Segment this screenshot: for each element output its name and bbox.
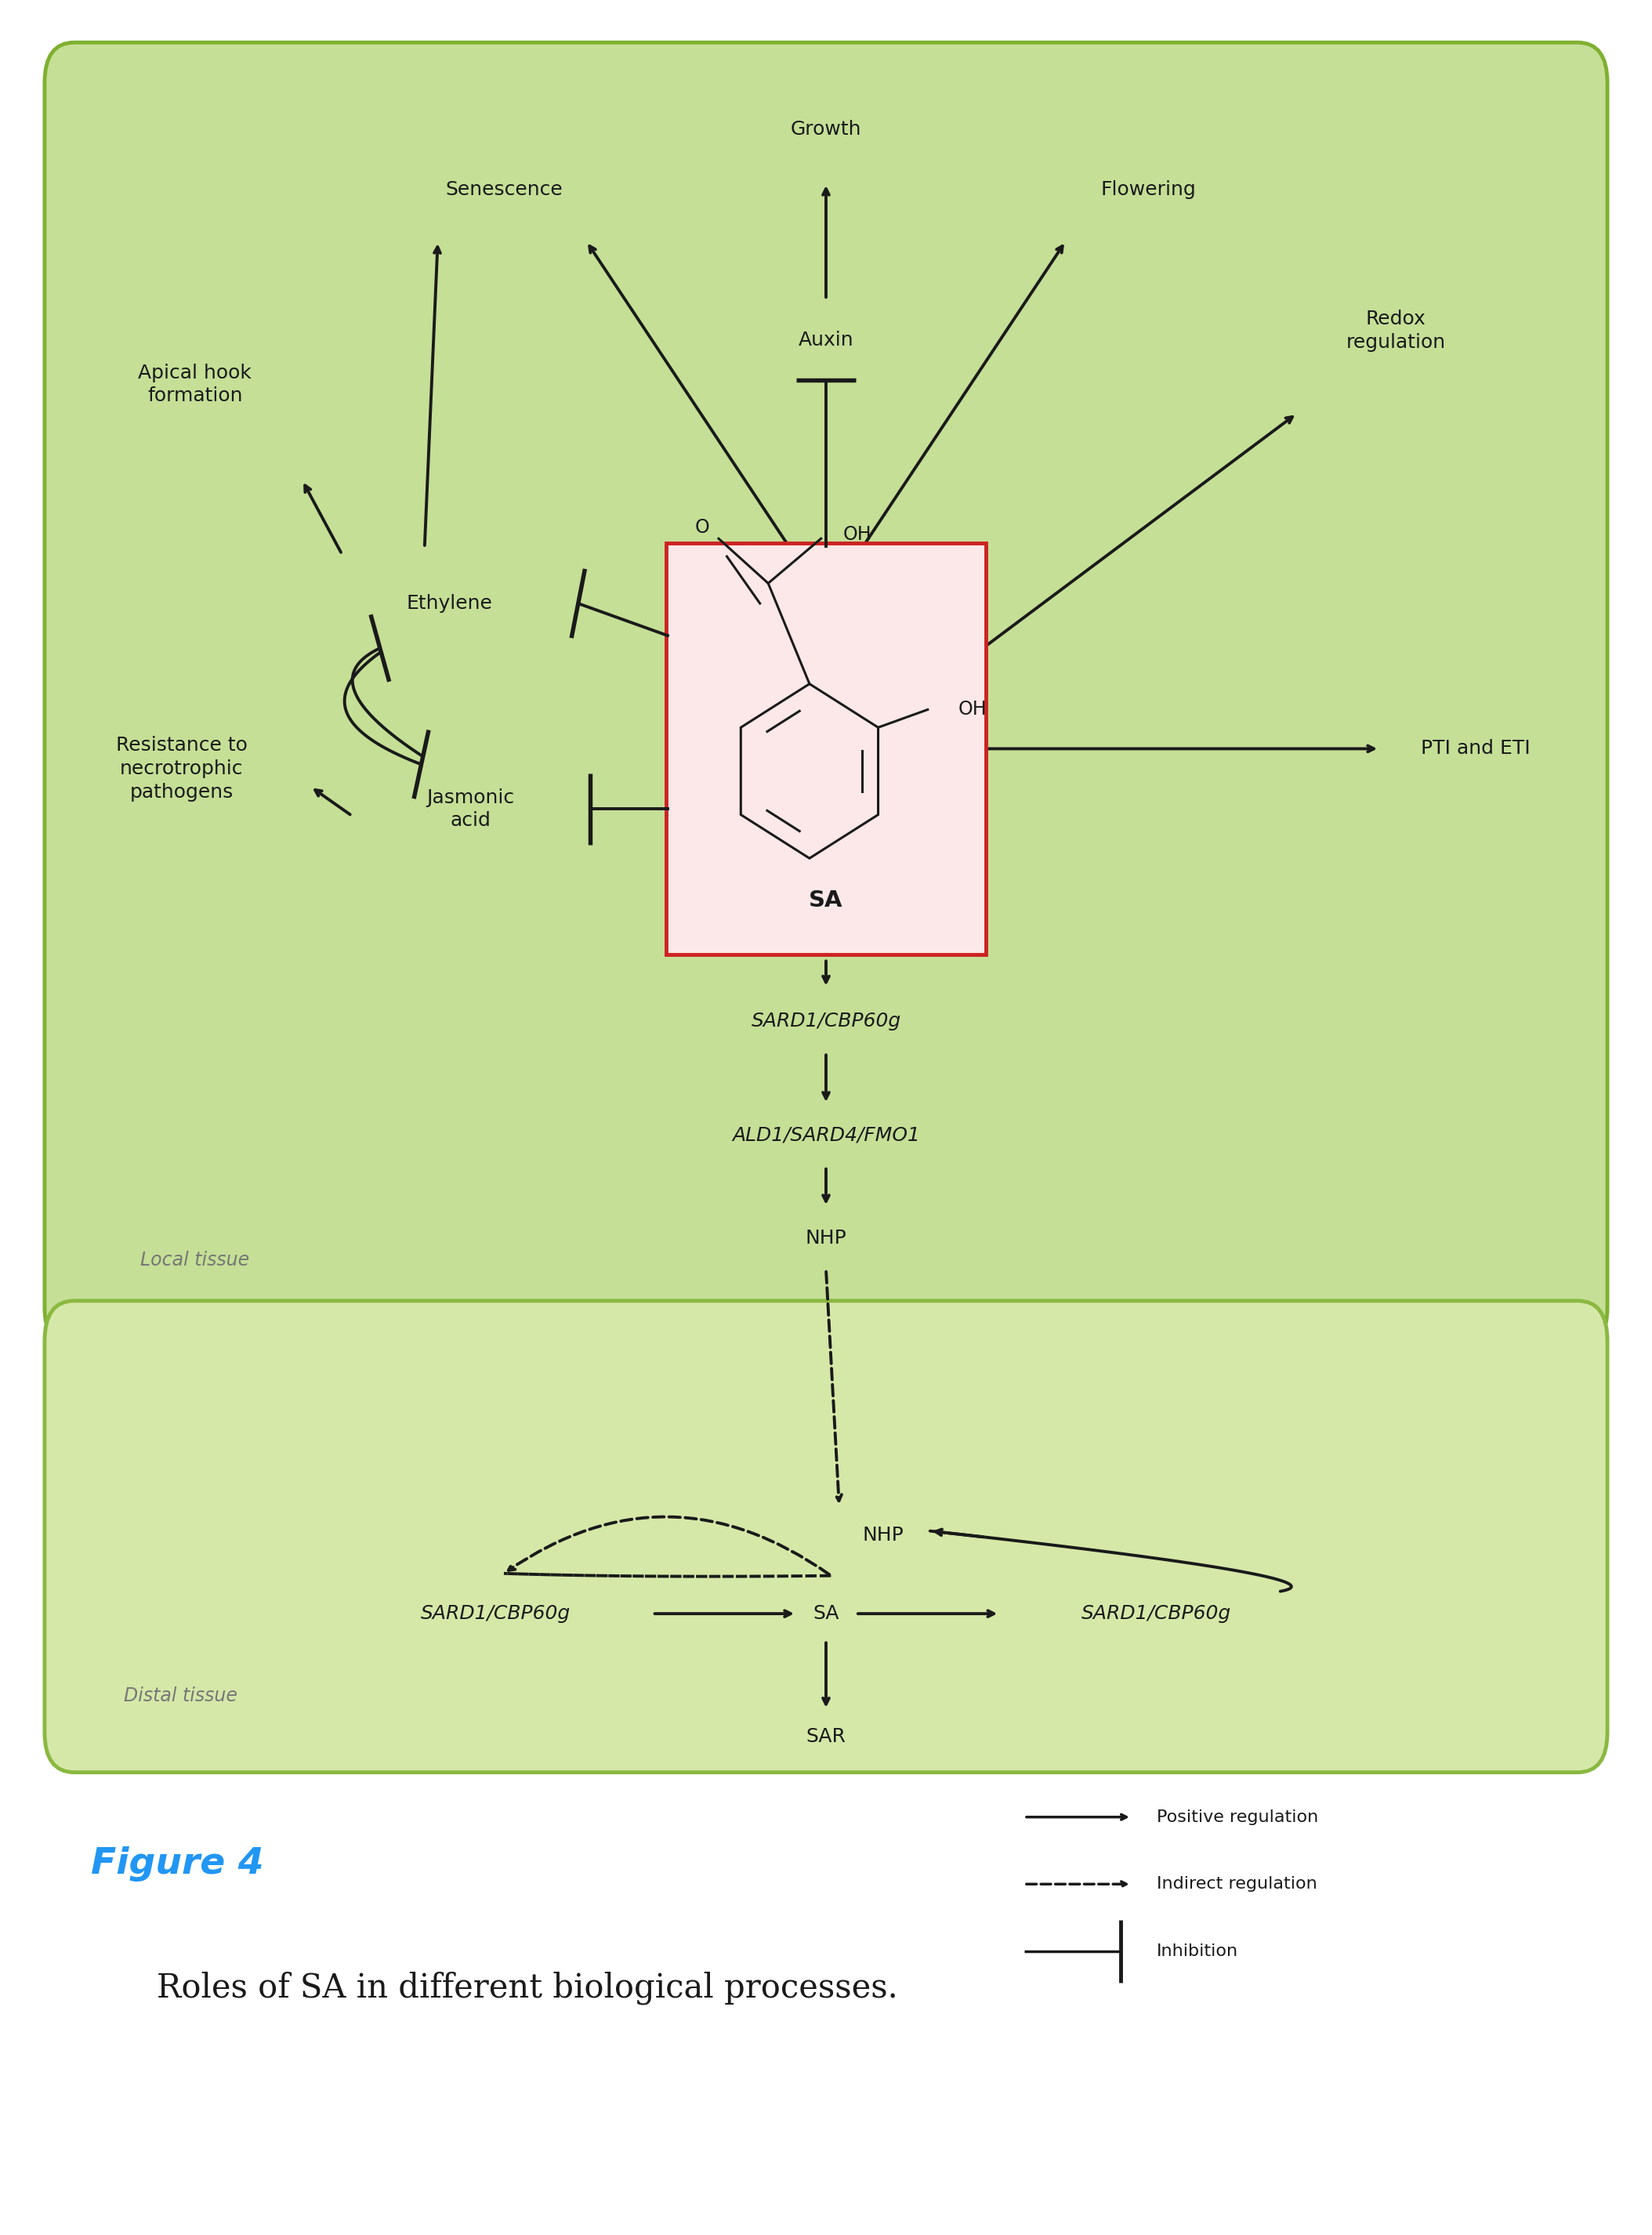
Text: NHP: NHP: [805, 1229, 847, 1247]
Text: SA: SA: [809, 890, 843, 912]
FancyBboxPatch shape: [666, 543, 986, 954]
Text: Indirect regulation: Indirect regulation: [1156, 1875, 1317, 1893]
Text: Positive regulation: Positive regulation: [1156, 1808, 1318, 1826]
Text: Apical hook
formation: Apical hook formation: [139, 364, 251, 405]
Text: Roles of SA in different biological processes.: Roles of SA in different biological proc…: [157, 1971, 899, 2005]
Text: SARD1/CBP60g: SARD1/CBP60g: [421, 1605, 570, 1623]
Text: NHP: NHP: [862, 1527, 904, 1544]
Text: Resistance to
necrotrophic
pathogens: Resistance to necrotrophic pathogens: [116, 735, 248, 802]
Text: Distal tissue: Distal tissue: [124, 1687, 238, 1705]
Text: SARD1/CBP60g: SARD1/CBP60g: [752, 1012, 900, 1030]
Text: Redox
regulation: Redox regulation: [1346, 311, 1446, 351]
Text: SARD1/CBP60g: SARD1/CBP60g: [1082, 1605, 1231, 1623]
Text: Local tissue: Local tissue: [140, 1252, 249, 1269]
Text: Auxin: Auxin: [798, 331, 854, 349]
Text: ALD1/SARD4/FMO1: ALD1/SARD4/FMO1: [732, 1126, 920, 1144]
Text: Flowering: Flowering: [1100, 181, 1196, 199]
FancyBboxPatch shape: [45, 42, 1607, 1348]
FancyBboxPatch shape: [45, 1301, 1607, 1772]
Text: Senescence: Senescence: [444, 181, 563, 199]
Text: Figure 4: Figure 4: [91, 1846, 264, 1882]
Text: SA: SA: [813, 1605, 839, 1623]
Text: Inhibition: Inhibition: [1156, 1942, 1237, 1960]
Text: Growth: Growth: [791, 121, 861, 139]
Text: Ethylene: Ethylene: [406, 595, 492, 612]
Text: Jasmonic
acid: Jasmonic acid: [426, 789, 515, 829]
Text: SAR: SAR: [806, 1728, 846, 1746]
Text: OH: OH: [843, 525, 872, 543]
Text: PTI and ETI: PTI and ETI: [1421, 740, 1530, 758]
Text: O: O: [695, 519, 709, 536]
Text: OH: OH: [958, 700, 986, 720]
